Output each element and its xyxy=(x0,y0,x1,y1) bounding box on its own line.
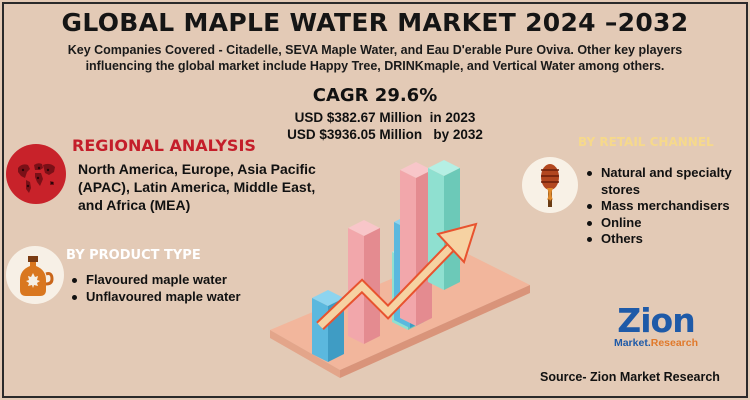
market-values: USD $382.67 Million in 2023 USD $3936.05… xyxy=(240,109,530,143)
retail-channel-title: BY RETAIL CHANNEL xyxy=(578,135,714,149)
key-companies-text: Key Companies Covered - Citadelle, SEVA … xyxy=(67,43,683,73)
cagr-value: CAGR 29.6% xyxy=(312,85,438,106)
growth-arrow-icon xyxy=(316,222,478,330)
product-type-title: BY PRODUCT TYPE xyxy=(66,248,201,263)
zion-logo: Zion Market.Research xyxy=(604,301,708,353)
regional-analysis-text: North America, Europe, Asia Pacific (APA… xyxy=(78,161,316,213)
maple-syrup-bottle-icon xyxy=(6,246,64,304)
list-item: Others xyxy=(585,231,735,248)
list-item: Flavoured maple water xyxy=(70,272,300,289)
retail-channel-list: Natural and specialty stores Mass mercha… xyxy=(585,165,735,248)
list-item: Online xyxy=(585,215,735,232)
growth-bar-illustration xyxy=(270,160,530,378)
world-map-icon xyxy=(6,144,66,204)
list-item: Natural and specialty stores xyxy=(585,165,735,198)
list-item: Mass merchandisers xyxy=(585,198,735,215)
logo-sub-a: Market. xyxy=(613,337,651,349)
market-value-2032: USD $3936.05 Million by 2032 xyxy=(287,127,483,142)
honey-dipper-icon xyxy=(522,157,578,213)
logo-subtitle: Market.Research xyxy=(604,337,708,349)
product-type-list: Flavoured maple water Unflavoured maple … xyxy=(70,272,300,305)
source-text: Source- Zion Market Research xyxy=(540,370,720,384)
regional-analysis-title: REGIONAL ANALYSIS xyxy=(72,136,256,155)
page-title: GLOBAL MAPLE WATER MARKET 2024 –2032 xyxy=(61,8,689,37)
list-item: Unflavoured maple water xyxy=(70,289,300,306)
market-value-2023: USD $382.67 Million in 2023 xyxy=(294,110,476,125)
logo-name: Zion xyxy=(617,301,695,340)
logo-sub-b: Research xyxy=(650,337,699,349)
